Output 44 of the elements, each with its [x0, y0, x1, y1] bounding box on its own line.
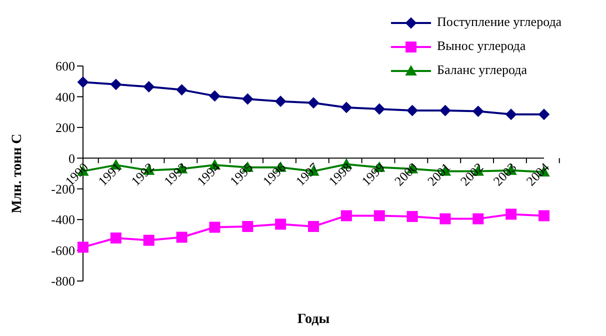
- point: [308, 97, 319, 108]
- y-tick-label: 600: [56, 58, 75, 74]
- y-tick-label: 200: [56, 120, 75, 136]
- point: [406, 105, 418, 116]
- point: [472, 213, 484, 224]
- point: [242, 94, 254, 105]
- legend-label: Баланс углерода: [437, 62, 528, 77]
- y-tick-label: -600: [51, 242, 75, 258]
- point: [406, 211, 418, 222]
- point: [340, 210, 352, 222]
- point: [209, 90, 220, 102]
- point: [374, 210, 385, 222]
- y-tick-label: -400: [51, 212, 75, 228]
- point: [440, 213, 451, 224]
- point: [506, 208, 517, 220]
- point: [110, 78, 122, 90]
- point: [440, 105, 451, 116]
- point: [110, 232, 122, 244]
- point: [143, 234, 154, 246]
- point: [275, 96, 286, 107]
- point: [275, 218, 286, 230]
- point: [308, 220, 319, 232]
- y-tick-label: -800: [51, 274, 75, 289]
- point: [78, 76, 88, 88]
- legend-label: Вынос углерода: [437, 38, 526, 53]
- point: [538, 210, 550, 222]
- point: [78, 242, 88, 253]
- x-tick-label: 1991: [95, 160, 124, 189]
- point: [176, 84, 188, 96]
- point: [176, 232, 188, 243]
- y-tick-label: 400: [56, 89, 75, 104]
- legend-label: Поступление углерода: [437, 14, 562, 29]
- x-tick-label: 2001: [424, 160, 454, 189]
- point: [472, 106, 484, 117]
- x-axis-title: Годы: [297, 312, 330, 327]
- point: [374, 104, 385, 114]
- point: [143, 81, 154, 92]
- point: [209, 222, 220, 233]
- point: [538, 108, 550, 120]
- point: [340, 102, 352, 113]
- point: [242, 220, 254, 232]
- point: [506, 108, 517, 120]
- y-tick-label: 0: [68, 150, 75, 166]
- y-axis-title: Млн. тонн С: [10, 134, 25, 214]
